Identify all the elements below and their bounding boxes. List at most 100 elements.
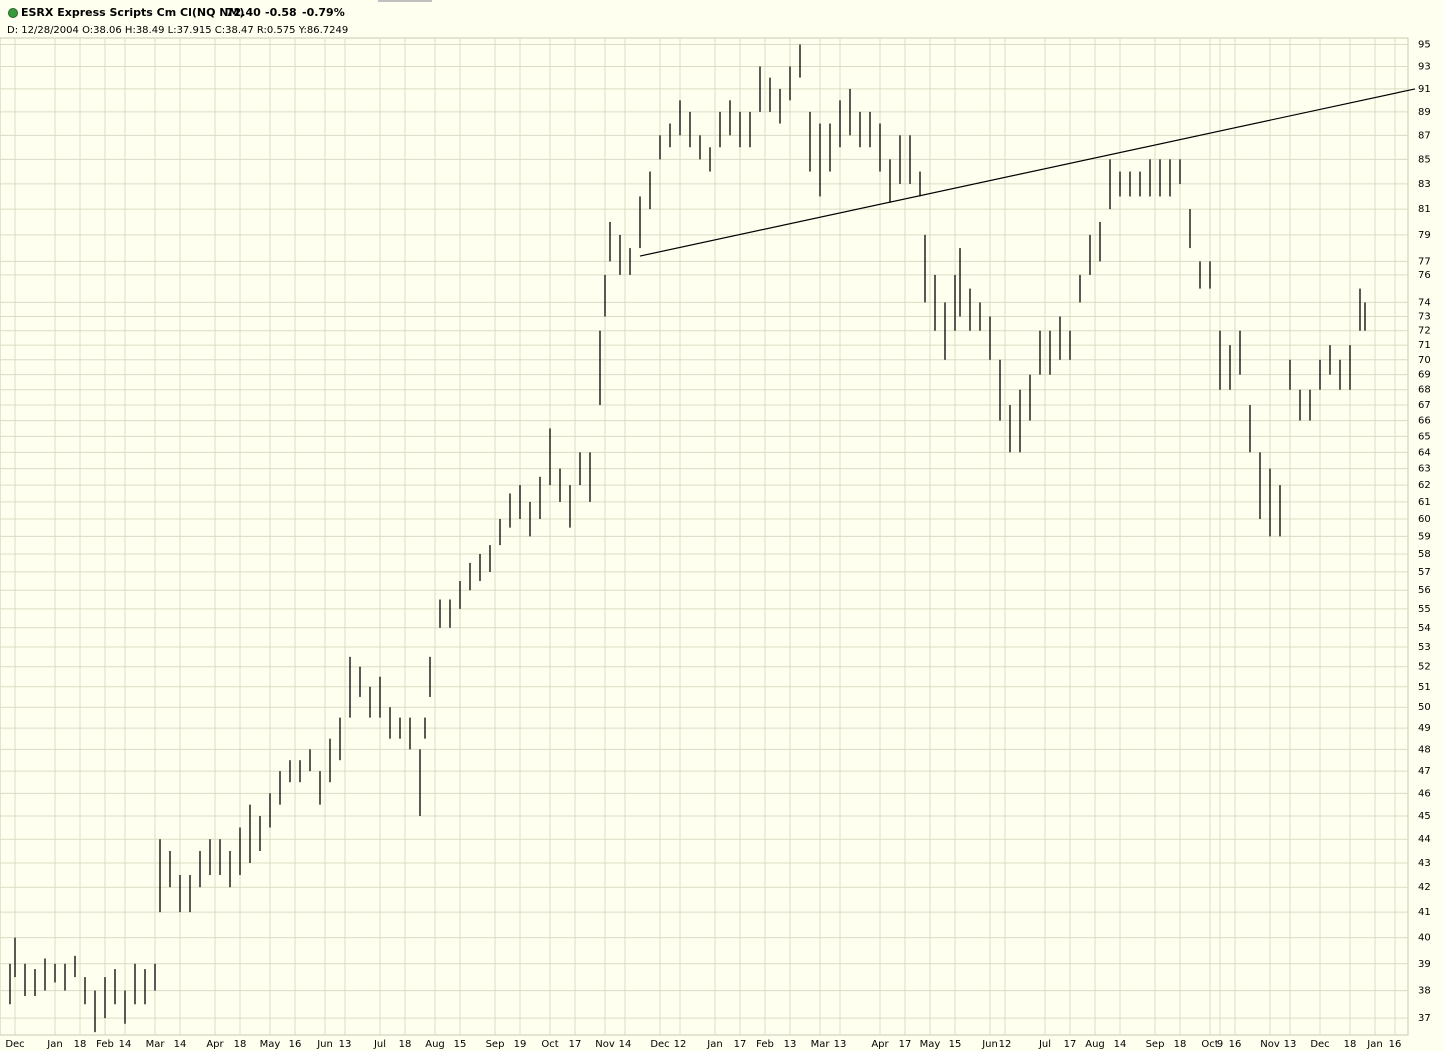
y-tick-label: 51 [1418, 682, 1431, 693]
y-tick-label: 52 [1418, 662, 1431, 673]
x-tick-label: 15 [949, 1039, 962, 1050]
y-tick-label: 91 [1418, 84, 1431, 95]
x-tick-label: Jan [46, 1039, 62, 1050]
x-tick-label: 9 [1217, 1039, 1223, 1050]
y-tick-label: 46 [1418, 788, 1431, 799]
y-tick-label: 77 [1418, 256, 1431, 267]
y-tick-label: 69 [1418, 370, 1431, 381]
x-tick-label: May [260, 1039, 281, 1050]
y-tick-label: 50 [1418, 702, 1431, 713]
y-tick-label: 68 [1418, 385, 1431, 396]
x-tick-label: Mar [811, 1039, 831, 1050]
x-tick-label: 18 [1174, 1039, 1187, 1050]
y-tick-label: 67 [1418, 400, 1431, 411]
y-tick-label: 73 [1418, 311, 1431, 322]
x-tick-label: 12 [674, 1039, 687, 1050]
x-tick-label: 19 [514, 1039, 527, 1050]
x-tick-label: 14 [174, 1039, 187, 1050]
y-tick-label: 43 [1418, 858, 1431, 869]
y-tick-label: 47 [1418, 766, 1431, 777]
x-tick-label: Jan [1366, 1039, 1382, 1050]
y-tick-label: 83 [1418, 179, 1431, 190]
y-tick-label: 56 [1418, 585, 1431, 596]
y-tick-label: 45 [1418, 811, 1431, 822]
x-tick-label: Oct [1201, 1039, 1218, 1050]
y-tick-label: 89 [1418, 107, 1431, 118]
y-tick-label: 85 [1418, 154, 1431, 165]
y-tick-label: 61 [1418, 497, 1431, 508]
y-tick-label: 95 [1418, 40, 1431, 51]
x-tick-label: 17 [1064, 1039, 1077, 1050]
x-tick-label: Sep [1146, 1039, 1165, 1050]
x-tick-label: 17 [569, 1039, 582, 1050]
x-tick-label: 18 [234, 1039, 247, 1050]
change: -0.58 [265, 6, 297, 19]
y-tick-label: 66 [1418, 416, 1431, 427]
x-tick-label: 13 [784, 1039, 797, 1050]
y-tick-label: 79 [1418, 230, 1431, 241]
x-tick-label: 13 [834, 1039, 847, 1050]
x-tick-label: 18 [399, 1039, 412, 1050]
y-tick-label: 71 [1418, 340, 1431, 351]
x-tick-label: 17 [734, 1039, 747, 1050]
y-tick-label: 74 [1418, 297, 1431, 308]
x-tick-label: Aug [1085, 1039, 1105, 1050]
y-tick-label: 58 [1418, 549, 1431, 560]
x-tick-label: Jul [1038, 1039, 1051, 1050]
y-tick-label: 38 [1418, 986, 1431, 997]
y-tick-label: 42 [1418, 882, 1431, 893]
y-tick-label: 44 [1418, 834, 1431, 845]
y-tick-label: 37 [1418, 1013, 1431, 1024]
trend-line [639, 88, 1416, 257]
y-tick-label: 76 [1418, 270, 1431, 281]
bar-info: D: 12/28/2004 O:38.06 H:38.49 L:37.915 C… [7, 25, 348, 36]
x-tick-label: 16 [289, 1039, 302, 1050]
x-tick-label: Oct [541, 1039, 558, 1050]
x-tick-label: 13 [1284, 1039, 1297, 1050]
x-tick-label: 17 [899, 1039, 912, 1050]
x-tick-label: Dec [1310, 1039, 1329, 1050]
scroll-handle[interactable] [378, 0, 432, 2]
y-tick-label: 93 [1418, 61, 1431, 72]
x-tick-label: 16 [1389, 1039, 1402, 1050]
y-tick-label: 87 [1418, 130, 1431, 141]
x-tick-label: 13 [339, 1039, 352, 1050]
y-tick-label: 64 [1418, 447, 1431, 458]
x-tick-label: Aug [425, 1039, 445, 1050]
x-tick-label: 18 [74, 1039, 87, 1050]
y-tick-label: 81 [1418, 204, 1431, 215]
x-tick-label: Jun [316, 1039, 333, 1050]
x-tick-label: 12 [999, 1039, 1012, 1050]
y-tick-label: 40 [1418, 933, 1431, 944]
y-tick-label: 72 [1418, 326, 1431, 337]
y-tick-label: 54 [1418, 623, 1431, 634]
x-tick-label: Jun [981, 1039, 998, 1050]
change-percent: -0.79% [302, 6, 345, 19]
y-tick-label: 48 [1418, 744, 1431, 755]
y-tick-label: 63 [1418, 464, 1431, 475]
x-tick-label: Dec [5, 1039, 24, 1050]
y-tick-label: 55 [1418, 604, 1431, 615]
x-tick-label: 14 [1114, 1039, 1127, 1050]
x-tick-label: 16 [1229, 1039, 1242, 1050]
x-tick-label: Mar [146, 1039, 166, 1050]
y-tick-label: 65 [1418, 431, 1431, 442]
x-tick-label: 18 [1344, 1039, 1357, 1050]
x-tick-label: Nov [1260, 1039, 1280, 1050]
chart-title: ESRX Express Scripts Cm Cl(NQ NM) [21, 6, 244, 19]
x-tick-label: 14 [119, 1039, 132, 1050]
y-tick-label: 41 [1418, 907, 1431, 918]
y-tick-label: 39 [1418, 959, 1431, 970]
status-icon [8, 8, 18, 18]
x-tick-label: Feb [756, 1039, 774, 1050]
y-tick-label: 62 [1418, 480, 1431, 491]
last-price: 72.40 [226, 6, 261, 19]
x-tick-label: 15 [454, 1039, 467, 1050]
y-tick-label: 60 [1418, 514, 1431, 525]
y-tick-label: 49 [1418, 723, 1431, 734]
x-tick-label: Nov [595, 1039, 615, 1050]
x-tick-label: Jul [373, 1039, 386, 1050]
x-tick-label: Jan [706, 1039, 722, 1050]
y-tick-label: 59 [1418, 531, 1431, 542]
